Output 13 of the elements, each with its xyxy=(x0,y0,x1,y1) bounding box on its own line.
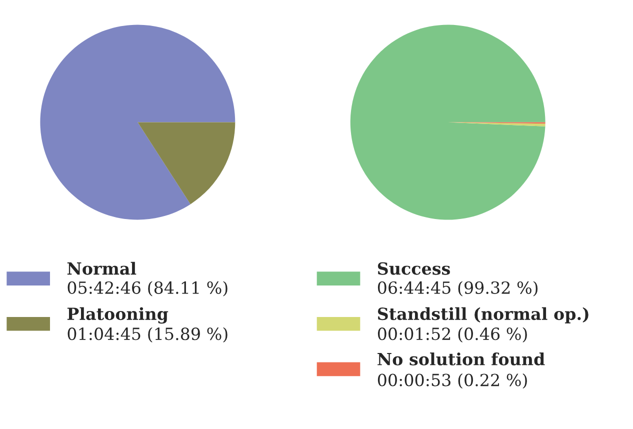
legend-label: Standstill (normal op.) xyxy=(378,307,588,324)
data-label: 05:42:46 (84.11 %) xyxy=(68,281,228,296)
data-label: 01:04:45 (15.89 %) xyxy=(68,327,228,342)
data-label: 00:00:53 (0.22 %) xyxy=(378,373,527,389)
pie-slice xyxy=(40,24,236,220)
data-label: 06:44:45 (99.32 %) xyxy=(378,281,538,296)
legend-label: Platooning xyxy=(67,307,168,324)
pie-slice xyxy=(138,122,236,204)
pie-slice xyxy=(350,24,546,220)
legend-label: No solution found xyxy=(378,352,545,366)
legend-label: Normal xyxy=(67,262,136,275)
data-label: 00:01:52 (0.46 %) xyxy=(378,327,527,342)
legend-label: Success xyxy=(378,262,450,275)
